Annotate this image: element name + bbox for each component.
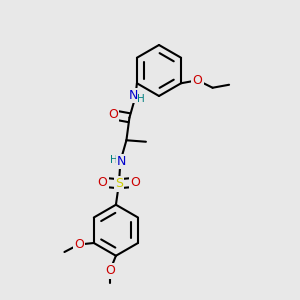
Text: O: O [74, 238, 84, 251]
Text: N: N [129, 89, 139, 102]
Text: O: O [193, 74, 202, 87]
Text: O: O [108, 108, 118, 121]
Text: S: S [115, 177, 123, 190]
Text: H: H [137, 94, 145, 104]
Text: H: H [110, 155, 118, 165]
Text: O: O [105, 264, 115, 277]
Text: O: O [130, 176, 140, 189]
Text: O: O [98, 176, 107, 189]
Text: N: N [117, 155, 127, 168]
